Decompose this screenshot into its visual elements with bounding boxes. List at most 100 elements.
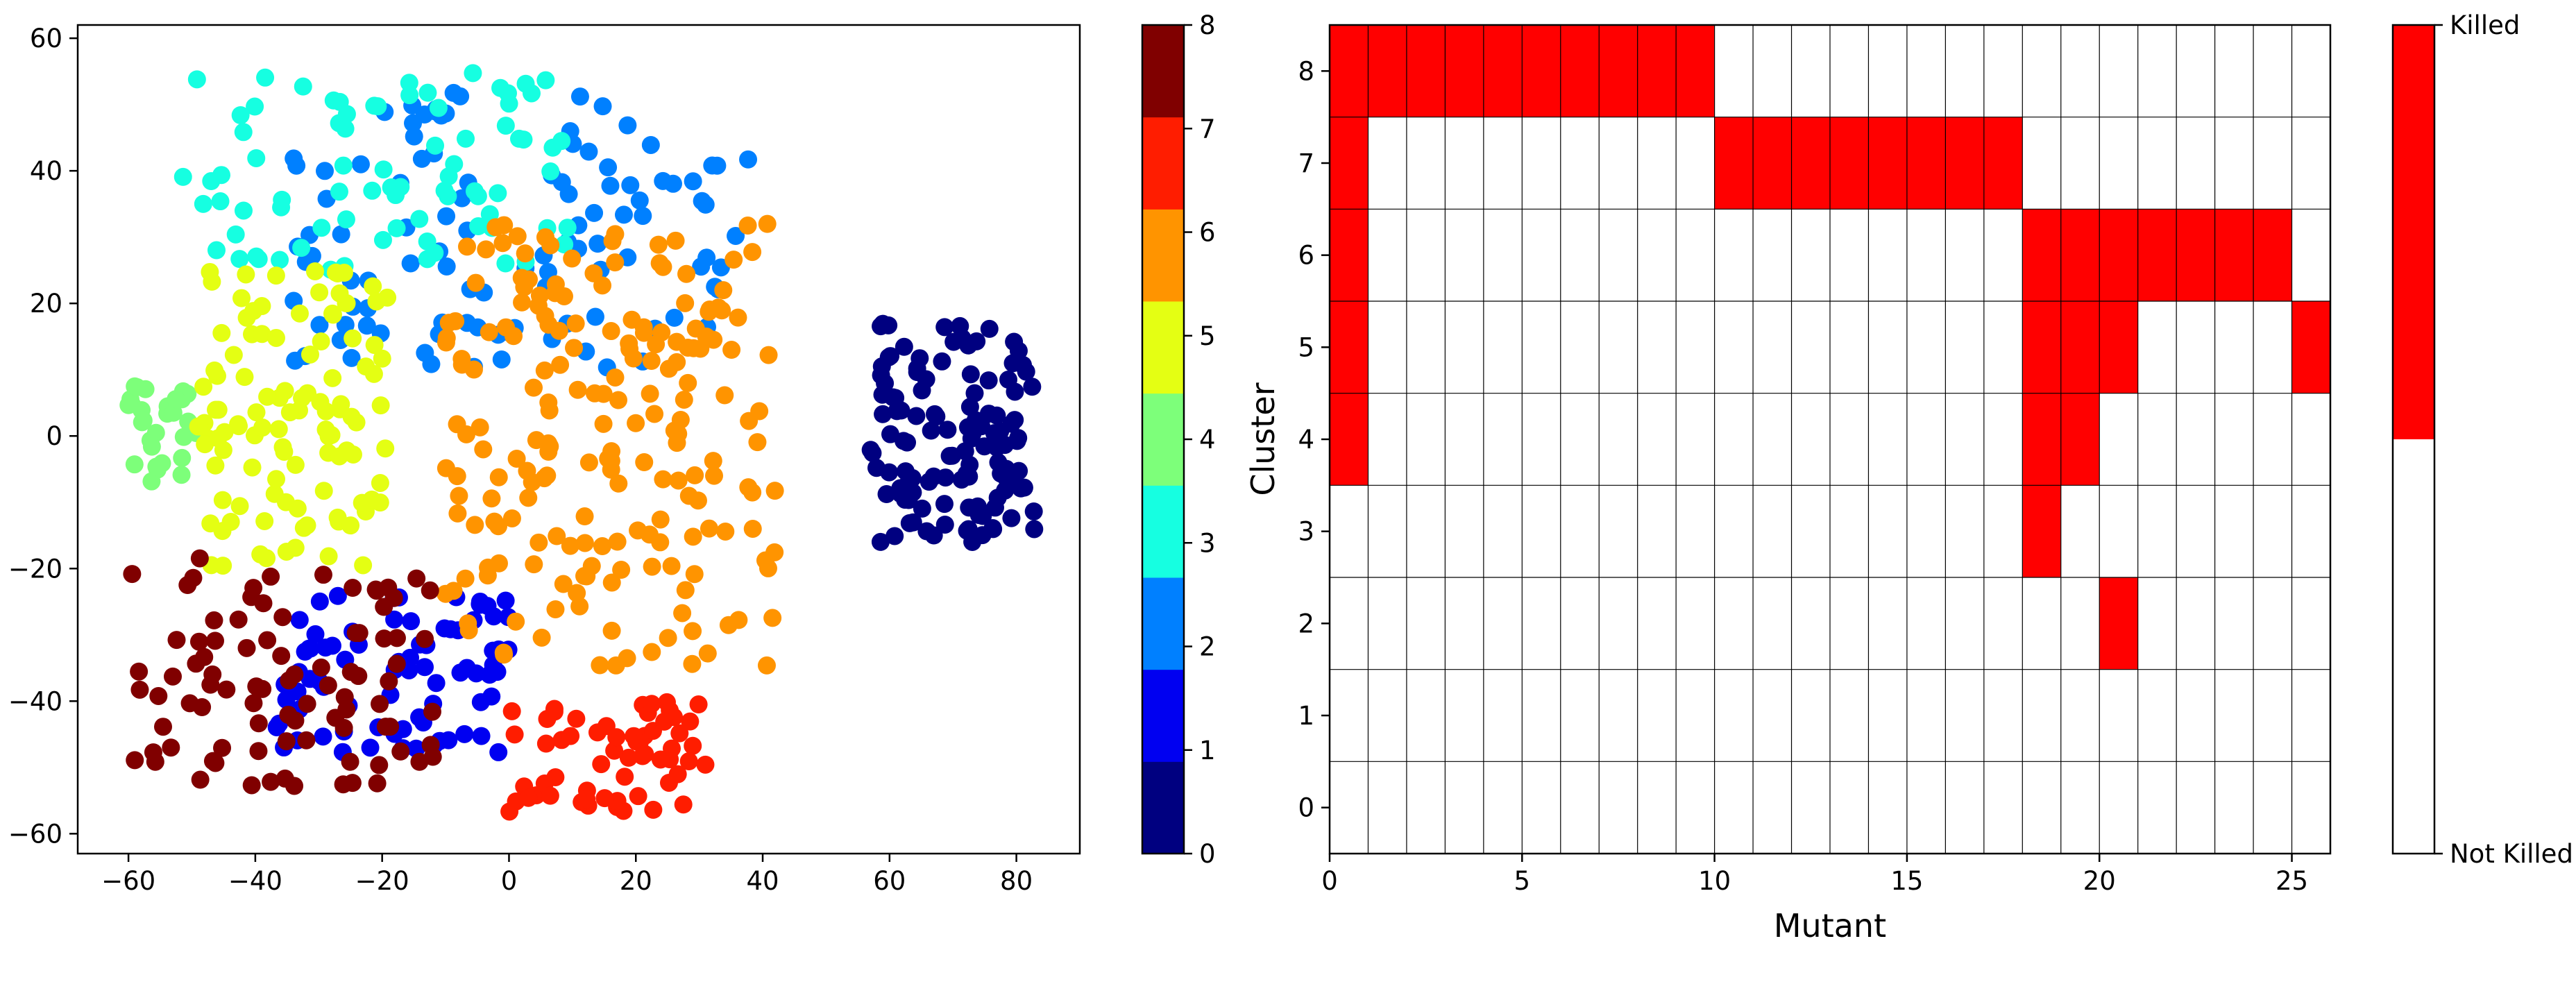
scatter-point-cluster-0 — [863, 443, 882, 462]
scatter-point-cluster-6 — [519, 489, 538, 507]
scatter-point-cluster-1 — [328, 586, 347, 605]
scatter-point-cluster-6 — [757, 656, 776, 675]
scatter-point-cluster-6 — [627, 414, 645, 432]
scatter-point-cluster-0 — [965, 384, 984, 403]
scatter-point-cluster-5 — [344, 445, 362, 464]
scatter-point-cluster-8 — [130, 662, 149, 681]
heatmap-y-axis: 0 1 2 3 4 5 6 7 8 — [1298, 56, 1330, 823]
scatter-point-cluster-5 — [251, 545, 270, 564]
scatter-point-cluster-2 — [618, 116, 637, 135]
scatter-point-cluster-5 — [311, 393, 330, 412]
scatter-point-cluster-8 — [163, 667, 182, 686]
scatter-point-cluster-7 — [674, 795, 693, 814]
scatter-point-cluster-3 — [496, 117, 515, 135]
scatter-point-cluster-6 — [602, 452, 620, 471]
scatter-point-cluster-6 — [620, 334, 638, 353]
scatter-point-cluster-5 — [310, 283, 329, 302]
scatter-point-cluster-3 — [334, 156, 353, 175]
scatter-point-cluster-0 — [895, 337, 913, 356]
scatter-point-cluster-3 — [552, 132, 571, 151]
scatter-point-cluster-2 — [492, 350, 511, 369]
scatter-point-cluster-8 — [334, 775, 353, 794]
scatter-point-cluster-6 — [705, 466, 724, 485]
scatter-point-cluster-3 — [194, 194, 212, 213]
colorbar-segment — [1142, 117, 1184, 210]
scatter-point-cluster-3 — [435, 181, 454, 200]
scatter-point-cluster-6 — [750, 402, 769, 421]
scatter-point-cluster-2 — [351, 155, 370, 173]
scatter-point-cluster-2 — [696, 195, 715, 214]
scatter-point-cluster-3 — [468, 187, 487, 205]
scatter-point-cluster-3 — [469, 217, 488, 236]
scatter-point-cluster-5 — [314, 482, 333, 500]
scatter-point-cluster-8 — [319, 676, 337, 695]
heatmap-killed-cell — [1676, 25, 1715, 117]
scatter-point-cluster-3 — [294, 77, 312, 96]
heatmap-grid — [1330, 25, 2330, 854]
scatter-point-cluster-6 — [607, 656, 625, 675]
scatter-point-cluster-2 — [684, 172, 702, 191]
scatter-point-cluster-5 — [316, 421, 335, 439]
heatmap-x-axis-label: Mutant — [1774, 907, 1886, 945]
scatter-point-cluster-5 — [305, 262, 324, 280]
scatter-point-cluster-8 — [344, 579, 362, 598]
heatmap-killed-cell — [1330, 117, 1368, 210]
scatter-point-cluster-6 — [714, 281, 733, 300]
scatter-point-cluster-6 — [716, 522, 735, 541]
scatter-point-cluster-6 — [486, 218, 505, 237]
scatter-point-cluster-8 — [154, 718, 173, 736]
scatter-point-cluster-8 — [249, 714, 268, 733]
scatter-point-cluster-6 — [643, 643, 661, 661]
heatmap-y-tick-label: 1 — [1298, 701, 1314, 731]
scatter-point-cluster-8 — [167, 631, 186, 650]
scatter-point-cluster-5 — [253, 297, 271, 316]
scatter-point-cluster-6 — [594, 414, 613, 433]
scatter-point-cluster-6 — [489, 517, 508, 536]
scatter-point-cluster-7 — [616, 768, 634, 786]
scatter-point-cluster-0 — [935, 515, 954, 534]
heatmap-killed-cell — [2022, 485, 2061, 577]
heatmap-cells — [1330, 25, 2330, 670]
scatter-point-cluster-6 — [536, 307, 554, 325]
scatter-point-cluster-8 — [249, 742, 268, 761]
scatter-point-cluster-0 — [975, 437, 994, 456]
scatter-point-cluster-0 — [985, 424, 1003, 443]
scatter-point-cluster-7 — [681, 712, 700, 731]
scatter-point-cluster-6 — [525, 555, 543, 574]
scatter-point-cluster-8 — [335, 688, 354, 706]
scatter-point-cluster-8 — [213, 738, 232, 757]
scatter-point-cluster-8 — [184, 568, 203, 587]
scatter-point-cluster-7 — [625, 727, 643, 745]
colorbar-segment — [1142, 393, 1184, 486]
scatter-point-cluster-5 — [293, 389, 312, 407]
scatter-point-cluster-2 — [621, 176, 640, 194]
scatter-point-cluster-6 — [609, 474, 628, 493]
scatter-point-cluster-0 — [996, 481, 1015, 500]
scatter-point-cluster-6 — [593, 537, 611, 556]
scatter-point-cluster-8 — [205, 611, 223, 629]
scatter-point-cluster-0 — [917, 522, 936, 541]
kill-matrix-heatmap: 0 5 10 15 20 25 0 1 2 3 4 5 6 7 8 Mutant Cluster — [1244, 24, 2332, 945]
scatter-point-cluster-6 — [666, 231, 685, 250]
scatter-point-cluster-6 — [539, 393, 558, 412]
heatmap-x-axis: 0 5 10 15 20 25 — [1321, 854, 2308, 896]
scatter-point-cluster-8 — [279, 705, 298, 724]
scatter-point-cluster-3 — [373, 230, 392, 249]
scatter-point-cluster-4 — [164, 403, 183, 422]
scatter-point-cluster-1 — [401, 648, 420, 667]
scatter-point-cluster-8 — [370, 756, 389, 774]
scatter-point-cluster-0 — [898, 433, 917, 452]
scatter-point-cluster-6 — [584, 264, 603, 282]
scatter-point-cluster-3 — [387, 186, 405, 205]
scatter-point-cluster-0 — [935, 495, 954, 514]
scatter-point-cluster-1 — [385, 610, 404, 629]
scatter-point-cluster-2 — [310, 316, 329, 334]
scatter-point-cluster-6 — [458, 237, 477, 256]
scatter-point-cluster-5 — [255, 511, 274, 530]
scatter-point-cluster-7 — [502, 702, 521, 720]
scatter-x-tick-label: −20 — [355, 866, 409, 896]
scatter-point-cluster-6 — [659, 629, 677, 647]
scatter-point-cluster-3 — [231, 105, 250, 124]
scatter-point-cluster-6 — [448, 467, 466, 486]
scatter-point-cluster-5 — [237, 265, 255, 284]
